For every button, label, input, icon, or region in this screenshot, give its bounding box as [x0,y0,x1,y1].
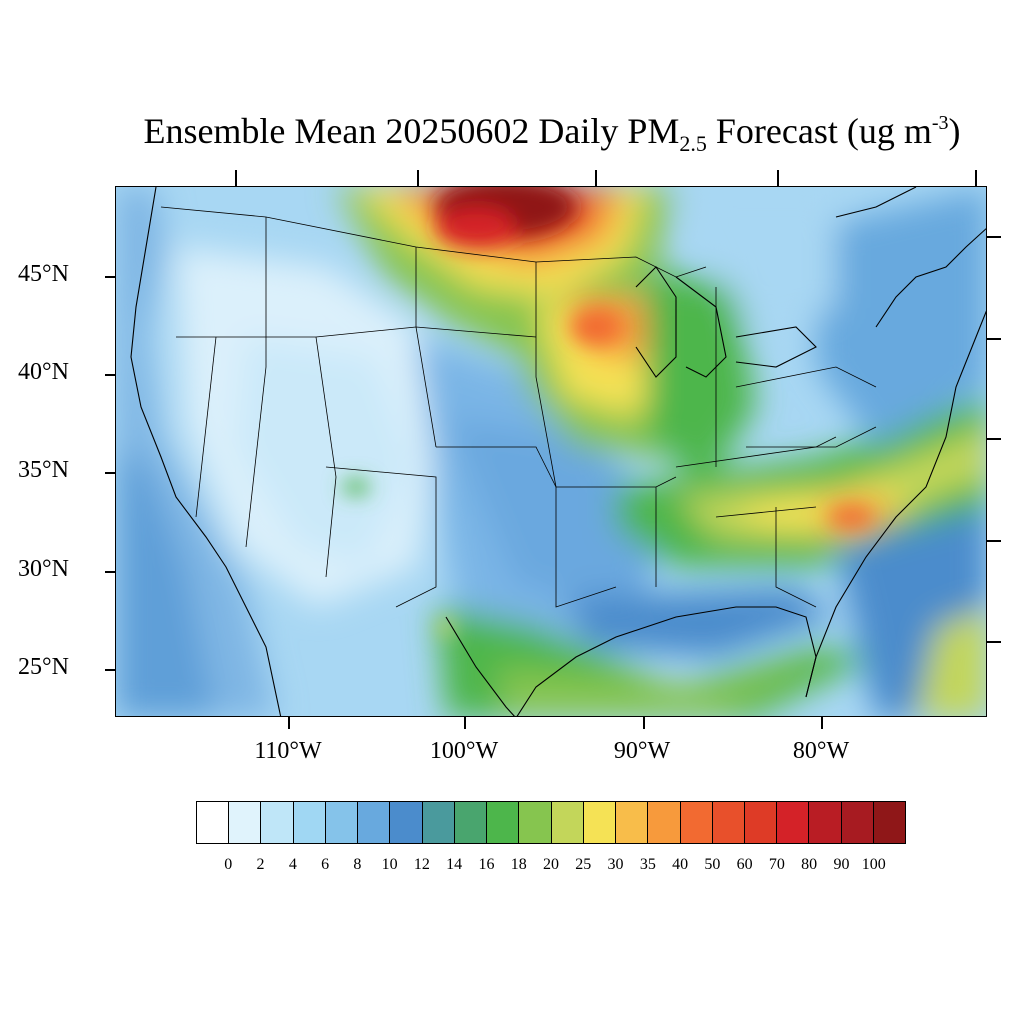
colorbar-label: 14 [446,856,463,873]
colorbar-box [616,802,649,843]
colorbar-label: 2 [256,856,265,873]
top-tick [417,170,419,186]
colorbar-box [487,802,520,843]
lat-label: 30°N [18,556,69,582]
colorbar-box [712,802,745,843]
colorbar-box [454,802,488,843]
colorbar-label: 18 [510,856,527,873]
lat-label: 35°N [18,457,69,483]
lat-label: 25°N [18,654,69,680]
top-tick [595,170,597,186]
right-tick [987,540,1001,542]
lat-tick-45 [105,276,115,278]
colorbar-box [229,802,262,843]
colorbar-label: 8 [353,856,362,873]
lon-tick-80 [821,717,823,729]
colorbar-box [519,802,552,843]
top-tick [235,170,237,186]
colorbar-box [358,802,391,843]
colorbar-label: 30 [607,856,624,873]
colorbar-label: 12 [413,856,430,873]
colorbar-box [809,802,842,843]
colorbar-label: 40 [672,856,689,873]
lon-tick-100 [464,717,466,729]
colorbar-label: 80 [801,856,818,873]
colorbar-label: 50 [704,856,721,873]
colorbar-label: 35 [639,856,656,873]
colorbar-box [293,802,326,843]
lon-label: 80°W [792,738,850,764]
lon-label: 110°W [254,738,322,764]
map-title: Ensemble Mean 20250602 Daily PM2.5 Forec… [143,111,961,156]
lon-label: 90°W [613,738,671,764]
right-tick [987,641,1001,643]
colorbar-box [197,802,230,843]
coastlines [130,187,986,716]
colorbar-box [583,802,617,843]
lat-label: 45°N [18,261,69,287]
lon-tick-90 [643,717,645,729]
colorbar-box [390,802,423,843]
colorbar-box [422,802,455,843]
lat-label: 40°N [18,359,69,385]
colorbar [196,801,906,844]
colorbar-label: 4 [288,856,297,873]
colorbar-box [551,802,584,843]
colorbar-box [873,802,906,843]
colorbar-box [680,802,713,843]
colorbar-label: 25 [575,856,592,873]
colorbar-box [777,802,810,843]
right-tick [987,338,1001,340]
right-tick [987,236,1001,238]
lat-tick-25 [105,669,115,671]
colorbar-box [261,802,294,843]
colorbar-label: 20 [543,856,559,873]
colorbar-label: 70 [768,856,785,873]
colorbar-label: 16 [478,856,495,873]
lat-tick-30 [105,571,115,573]
lon-tick-110 [288,717,290,729]
pm25-forecast-map [115,186,987,717]
colorbar-box [841,802,874,843]
colorbar-box [744,802,778,843]
colorbar-box [325,802,359,843]
colorbar-label: 100 [861,856,886,873]
top-tick [777,170,779,186]
lat-tick-35 [105,472,115,474]
colorbar-box [648,802,681,843]
top-tick [975,170,977,186]
colorbar-label: 6 [321,856,330,873]
lat-tick-40 [105,374,115,376]
lon-label: 100°W [429,738,499,764]
colorbar-label: 60 [736,856,753,873]
colorbar-label: 90 [833,856,850,873]
right-tick [987,438,1001,440]
colorbar-label: 0 [224,856,233,873]
colorbar-label: 10 [381,856,398,873]
